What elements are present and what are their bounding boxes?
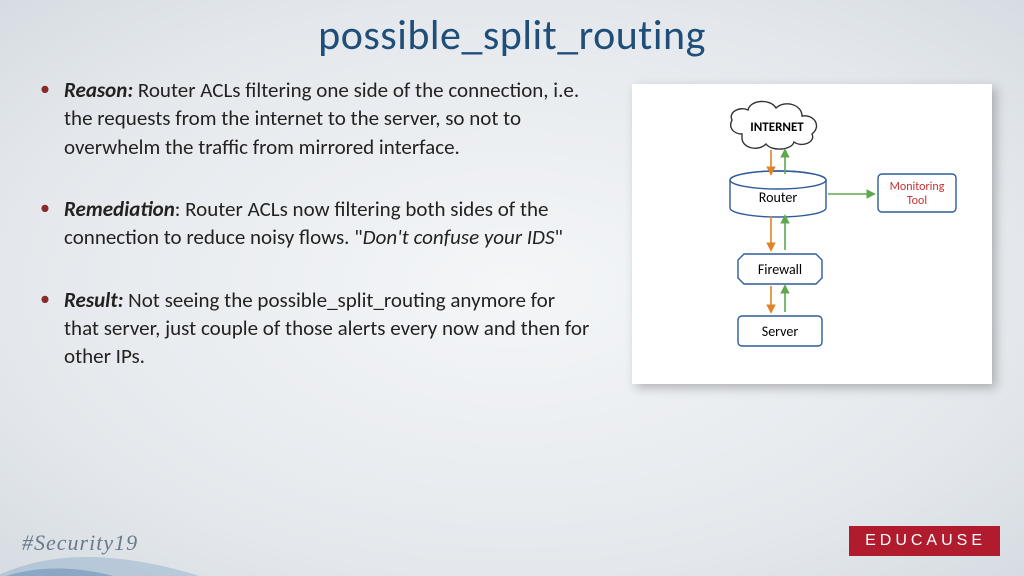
slide-title: possible_split_routing	[0, 0, 1024, 61]
bullet-list: Reason: Router ACLs filtering one side o…	[34, 76, 594, 405]
bullet-text: Not seeing the possible_split_routing an…	[64, 287, 589, 370]
educause-logo: EDUCAUSE	[849, 526, 1000, 556]
monitor-label-2: Tool	[907, 194, 927, 208]
server-label: Server	[762, 323, 799, 340]
bullet-label: Remediation	[64, 196, 175, 222]
bullet-item: Remediation: Router ACLs now filtering b…	[34, 195, 594, 252]
monitor-label-1: Monitoring	[890, 180, 945, 194]
server-node: Server	[738, 316, 822, 346]
router-node: Router	[730, 171, 826, 217]
bullet-tail: "	[554, 224, 562, 250]
bullet-item: Reason: Router ACLs filtering one side o…	[34, 76, 594, 161]
bullet-label: Result:	[64, 287, 123, 313]
firewall-label: Firewall	[758, 261, 802, 278]
monitor-node: Monitoring Tool	[878, 174, 956, 212]
slide: possible_split_routing Reason: Router AC…	[0, 0, 1024, 576]
bullet-label: Reason:	[64, 77, 133, 103]
diagram-svg: INTERNET Router Firewall Server	[642, 94, 982, 374]
bullet-quote: Don't confuse your IDS	[363, 224, 555, 250]
network-diagram: INTERNET Router Firewall Server	[632, 84, 992, 384]
router-label: Router	[759, 189, 798, 206]
footer-hashtag: #Security19	[22, 530, 138, 556]
bullet-item: Result: Not seeing the possible_split_ro…	[34, 286, 594, 371]
bullet-text: Router ACLs filtering one side of the co…	[64, 77, 579, 160]
firewall-node: Firewall	[738, 254, 822, 284]
cloud-label: INTERNET	[750, 120, 804, 135]
cloud-node: INTERNET	[731, 101, 817, 149]
